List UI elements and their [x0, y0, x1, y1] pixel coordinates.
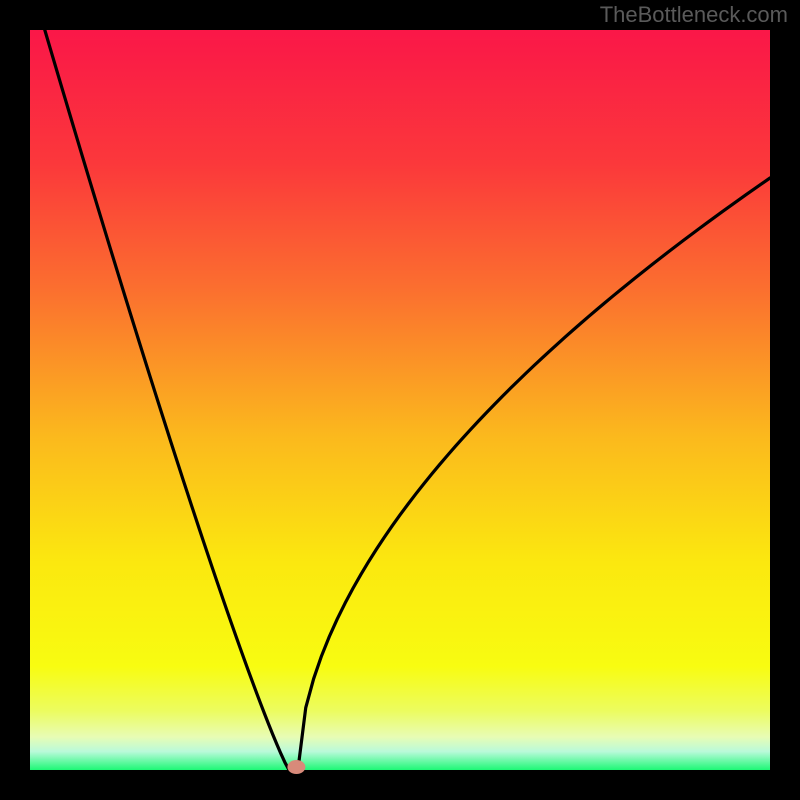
optimum-marker: [287, 760, 305, 774]
plot-background: [30, 30, 770, 770]
watermark-text: TheBottleneck.com: [600, 2, 788, 27]
chart-container: TheBottleneck.com: [0, 0, 800, 800]
chart-svg: TheBottleneck.com: [0, 0, 800, 800]
